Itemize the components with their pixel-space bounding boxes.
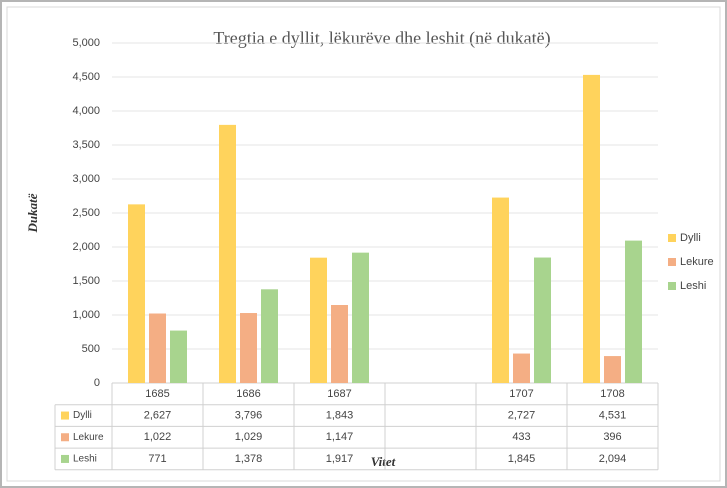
table-value: 2,627 xyxy=(144,409,172,421)
bar xyxy=(219,124,236,383)
table-value: 1,843 xyxy=(326,409,354,421)
bar xyxy=(513,353,530,383)
bar xyxy=(534,257,551,383)
table-legend-key xyxy=(61,454,69,463)
bar xyxy=(240,313,257,383)
y-tick-label: 0 xyxy=(94,377,100,389)
table-value: 2,727 xyxy=(508,409,536,421)
inner-frame xyxy=(6,6,721,482)
table-value: 396 xyxy=(603,431,621,443)
table-series-name: Leshi xyxy=(73,454,97,465)
table-value: 433 xyxy=(512,431,530,443)
legend-label: Dylli xyxy=(680,232,701,244)
x-tick-label: 1707 xyxy=(509,388,533,400)
table-value: 4,531 xyxy=(599,409,627,421)
y-tick-label: 3,000 xyxy=(72,173,100,185)
bar xyxy=(331,305,348,383)
y-tick-label: 1,000 xyxy=(72,309,100,321)
table-series-name: Dylli xyxy=(73,410,92,421)
table-value: 1,029 xyxy=(235,431,263,443)
x-tick-label: 1685 xyxy=(145,388,169,400)
table-value: 3,796 xyxy=(235,409,263,421)
bar xyxy=(128,204,145,383)
y-tick-label: 1,500 xyxy=(72,275,100,287)
bar xyxy=(604,356,621,383)
y-tick-label: 2,500 xyxy=(72,207,100,219)
table-value: 1,378 xyxy=(235,453,263,465)
bar xyxy=(492,197,509,383)
x-tick-label: 1708 xyxy=(600,388,624,400)
table-legend-key xyxy=(61,411,69,420)
bar xyxy=(170,330,187,383)
table-legend-key xyxy=(61,433,69,442)
legend-key xyxy=(668,282,676,290)
legend-label: Lekure xyxy=(680,256,714,268)
y-tick-label: 5,000 xyxy=(72,37,100,49)
table-value: 1,022 xyxy=(144,431,172,443)
legend-key xyxy=(668,234,676,242)
legend-label: Leshi xyxy=(680,280,706,292)
table-value: 1,917 xyxy=(326,453,354,465)
bar xyxy=(352,252,369,383)
table-value: 1,845 xyxy=(508,453,536,465)
table-value: 1,147 xyxy=(326,431,354,443)
bar xyxy=(261,289,278,383)
table-value: 2,094 xyxy=(599,453,627,465)
legend-key xyxy=(668,258,676,266)
y-tick-label: 4,500 xyxy=(72,71,100,83)
table-value: 771 xyxy=(148,453,166,465)
x-axis-title: Vitet xyxy=(371,454,396,469)
y-tick-label: 3,500 xyxy=(72,139,100,151)
y-axis-title: Dukatë xyxy=(25,193,40,233)
bar xyxy=(625,240,642,383)
y-tick-label: 500 xyxy=(82,343,100,355)
chart-title: Tregtia e dyllit, lëkurëve dhe leshit (n… xyxy=(213,28,550,49)
bar xyxy=(310,257,327,383)
bar xyxy=(149,313,166,383)
y-tick-label: 2,000 xyxy=(72,241,100,253)
table-series-name: Lekure xyxy=(73,432,104,443)
bar xyxy=(583,74,600,383)
x-tick-label: 1687 xyxy=(327,388,351,400)
x-tick-label: 1686 xyxy=(236,388,260,400)
y-tick-label: 4,000 xyxy=(72,105,100,117)
